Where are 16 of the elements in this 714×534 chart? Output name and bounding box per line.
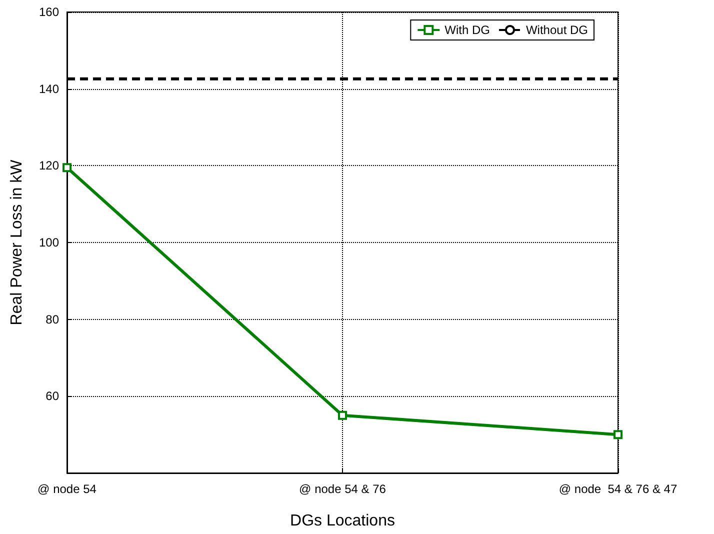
- y-tick-label: 140: [38, 82, 60, 96]
- y-tick-label: 80: [46, 312, 60, 326]
- y-tick-label: 120: [38, 158, 60, 173]
- point: [614, 430, 622, 440]
- x-axis-title: DGs Locations: [290, 512, 395, 530]
- y-tick-label: 160: [38, 5, 60, 19]
- legend-label: Without DG: [526, 23, 588, 37]
- y-axis-title: Real Power Loss in kW: [8, 158, 26, 326]
- point: [62, 163, 72, 172]
- y-tick-label: 100: [38, 236, 60, 250]
- x-tick-label: @ node 54 & 76: [299, 482, 386, 496]
- point: [338, 410, 347, 420]
- y-tick-label: 60: [46, 389, 60, 404]
- legend-label: With DG: [444, 23, 490, 37]
- x-tick-label: @ node 54: [38, 482, 97, 496]
- x-tick-label: @ node 54 & 76 & 47: [558, 482, 678, 496]
